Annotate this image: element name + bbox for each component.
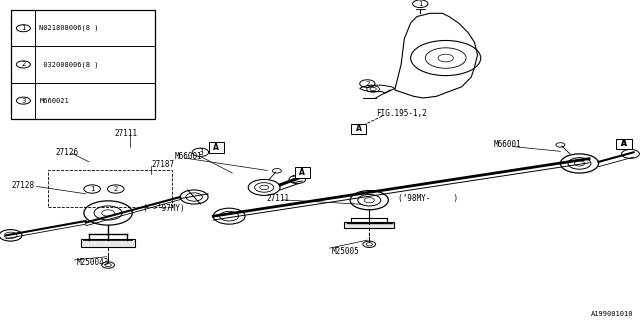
Text: A: A xyxy=(355,124,362,133)
FancyBboxPatch shape xyxy=(12,10,155,119)
Text: FIG.195-1,2: FIG.195-1,2 xyxy=(376,109,426,118)
Text: 032008006(8 ): 032008006(8 ) xyxy=(39,61,99,68)
Text: A: A xyxy=(214,143,220,152)
Bar xyxy=(47,170,172,207)
Text: A199001010: A199001010 xyxy=(591,311,634,316)
Text: 2: 2 xyxy=(113,186,118,192)
Text: 27128: 27128 xyxy=(12,181,35,190)
Text: 27187: 27187 xyxy=(152,160,175,169)
Text: 27126: 27126 xyxy=(56,148,79,157)
FancyBboxPatch shape xyxy=(295,167,310,178)
Text: M66001: M66001 xyxy=(175,152,203,161)
Text: 27111: 27111 xyxy=(266,194,289,203)
FancyBboxPatch shape xyxy=(351,124,366,134)
Text: A: A xyxy=(300,168,305,177)
Text: A: A xyxy=(621,139,627,148)
Text: 27111: 27111 xyxy=(115,129,138,138)
FancyBboxPatch shape xyxy=(209,142,224,153)
FancyBboxPatch shape xyxy=(81,239,136,247)
Text: M250043: M250043 xyxy=(76,258,109,267)
Text: 2: 2 xyxy=(365,81,369,87)
Text: M660021: M660021 xyxy=(39,98,69,104)
Text: 1: 1 xyxy=(21,25,26,31)
Text: N021808006(8 ): N021808006(8 ) xyxy=(39,25,99,31)
Text: 3: 3 xyxy=(21,98,26,104)
FancyBboxPatch shape xyxy=(344,222,394,228)
FancyBboxPatch shape xyxy=(616,139,632,149)
Text: M66001: M66001 xyxy=(493,140,521,149)
Text: (’98MY-     ): (’98MY- ) xyxy=(398,194,458,203)
Text: M25005: M25005 xyxy=(332,247,360,256)
Text: 1: 1 xyxy=(418,1,422,7)
Text: A: A xyxy=(621,139,627,148)
Text: 1: 1 xyxy=(90,186,95,192)
FancyBboxPatch shape xyxy=(616,139,632,148)
Text: 3: 3 xyxy=(198,148,203,157)
Text: 2: 2 xyxy=(21,61,26,68)
Text: ( -’97MY): ( -’97MY) xyxy=(143,204,185,213)
